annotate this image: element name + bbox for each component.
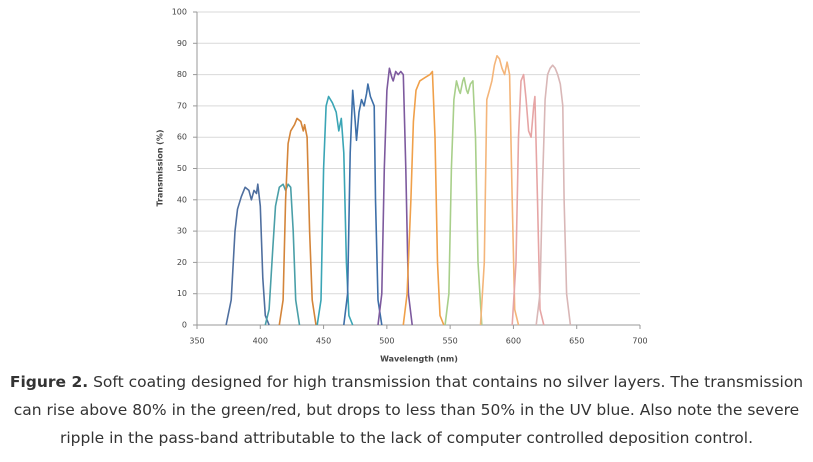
y-tick-label: 90 [177,39,187,48]
y-tick-label: 10 [177,289,187,298]
series-line [377,67,413,326]
y-tick-label: 70 [177,101,187,110]
x-axis-title: Wavelength (nm) [380,355,458,364]
y-tick-label: 60 [177,133,187,142]
y-tick-label: 100 [172,8,187,17]
y-tick-label: 40 [177,195,187,204]
x-tick-label: 650 [569,337,584,346]
series-line [444,76,483,326]
x-tick-label: 400 [253,337,268,346]
y-tick-label: 30 [177,227,187,236]
caption: Figure 2. Soft coating designed for high… [8,368,805,452]
x-tick-label: 700 [632,337,647,346]
caption-text: Soft coating designed for high transmiss… [13,373,804,447]
y-tick-label: 80 [177,70,187,79]
caption-label: Figure 2. [9,373,89,391]
series-line [316,95,354,326]
series-line [402,70,445,326]
x-tick-label: 350 [189,337,204,346]
y-tick-label: 20 [177,258,187,267]
x-tick-label: 550 [443,337,458,346]
series-line [511,73,545,326]
series-line [479,55,520,326]
y-tick-label: 0 [182,321,187,330]
series-line [225,183,270,326]
y-tick-label: 50 [177,164,187,173]
series-line [343,83,383,326]
x-tick-label: 500 [379,337,394,346]
x-tick-label: 450 [316,337,331,346]
series-line [264,183,301,326]
chart: Wavelength (nm) Transmission (%) 0 10 20 30… [156,8,648,364]
y-axis-title: Transmission (%) [156,129,165,206]
series-line [535,64,572,326]
x-tick-label: 600 [506,337,521,346]
series-line [278,117,317,326]
